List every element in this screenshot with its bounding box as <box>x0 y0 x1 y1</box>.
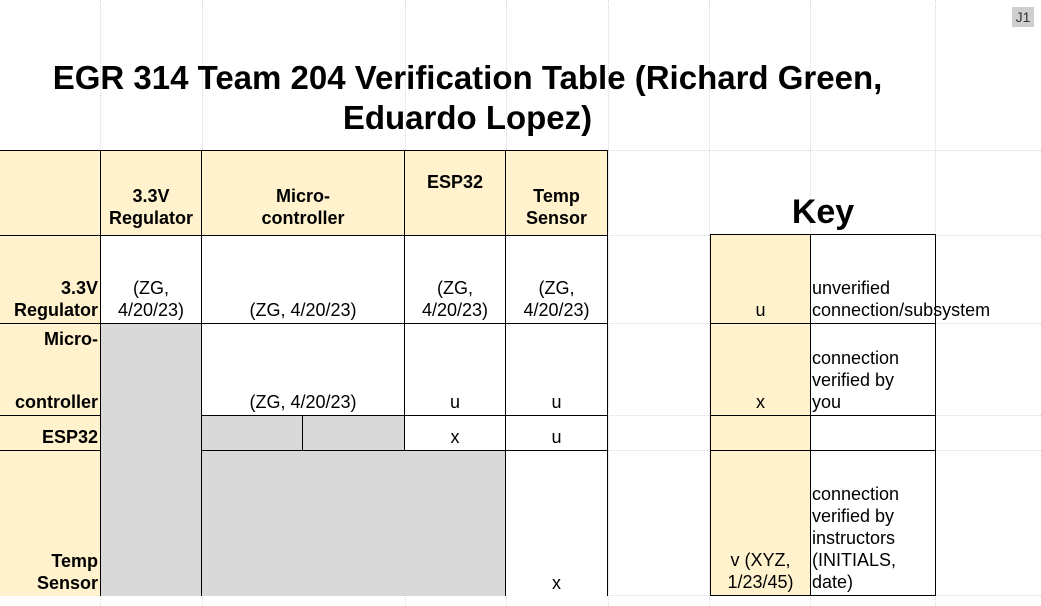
header-3v3-regulator[interactable]: 3.3V Regulator <box>101 150 202 236</box>
key-symbol-empty[interactable] <box>710 416 811 451</box>
cell-r1-c4[interactable]: (ZG, 4/20/23) <box>506 236 608 324</box>
row-label-3v3-regulator[interactable]: 3.3V Regulator <box>0 236 101 324</box>
key-symbol-v[interactable]: v (XYZ, 1/23/45) <box>710 451 811 596</box>
row-label-microcontroller-bottom: controller <box>14 392 98 412</box>
cell-r2-c2[interactable]: (ZG, 4/20/23) <box>202 324 405 416</box>
key-desc-v[interactable]: connection verified by instructors (INIT… <box>811 451 936 596</box>
header-temp-sensor[interactable]: Temp Sensor <box>506 150 608 236</box>
disabled-cell-r4-c3[interactable] <box>405 451 506 596</box>
cell-r1-c1[interactable]: (ZG, 4/20/23) <box>101 236 202 324</box>
cell-r4-c4[interactable]: x <box>506 451 608 596</box>
key-desc-x[interactable]: connection verified by you <box>811 324 936 416</box>
header-microcontroller[interactable]: Micro- controller <box>202 150 405 236</box>
header-esp32[interactable]: ESP32 <box>405 150 506 236</box>
cell-r3-c4[interactable]: u <box>506 416 608 451</box>
cell-r3-c3[interactable]: x <box>405 416 506 451</box>
key-symbol-x[interactable]: x <box>710 324 811 416</box>
page-title[interactable]: EGR 314 Team 204 Verification Table (Ric… <box>52 59 883 136</box>
disabled-cell-c1[interactable] <box>101 324 202 596</box>
cell-r2-c3[interactable]: u <box>405 324 506 416</box>
cell-r1-c2[interactable]: (ZG, 4/20/23) <box>202 236 405 324</box>
cell-reference-badge: J1 <box>1012 7 1034 27</box>
key-desc-empty[interactable] <box>811 416 936 451</box>
cell-r1-c3[interactable]: (ZG, 4/20/23) <box>405 236 506 324</box>
row-label-microcontroller-top: Micro- <box>44 329 98 349</box>
key-title[interactable]: Key <box>791 193 855 231</box>
header-corner-cell[interactable] <box>0 150 101 236</box>
cell-r2-c4[interactable]: u <box>506 324 608 416</box>
key-desc-u[interactable]: unverified connection/subsystem <box>811 234 990 324</box>
disabled-cell-r3-c2b[interactable] <box>303 416 405 451</box>
key-symbol-u[interactable]: u <box>710 234 811 324</box>
row-label-esp32[interactable]: ESP32 <box>0 416 101 451</box>
row-label-temp-sensor[interactable]: Temp Sensor <box>0 451 101 596</box>
row-label-microcontroller[interactable]: Micro- controller <box>0 324 101 416</box>
disabled-cell-r4-c2[interactable] <box>202 451 405 596</box>
disabled-cell-r3-c2a[interactable] <box>202 416 303 451</box>
